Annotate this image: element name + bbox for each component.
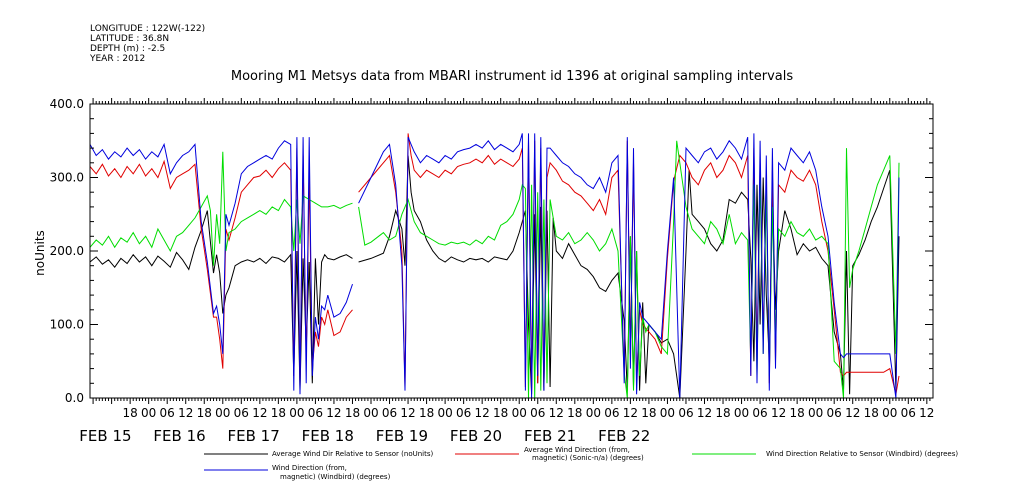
x-hour-label: 12 <box>697 406 712 420</box>
x-hour-label: 00 <box>141 406 156 420</box>
y-tick-label: 0.0 <box>65 391 84 405</box>
x-hour-label: 12 <box>178 406 193 420</box>
x-hour-label: 06 <box>827 406 842 420</box>
legend-label-3: Wind Direction Relative to Sensor (Windb… <box>766 450 958 458</box>
legend-label-2: Average Wind Direction (from, <box>524 446 630 454</box>
chart-title: Mooring M1 Metsys data from MBARI instru… <box>231 69 793 84</box>
x-hour-label: 00 <box>512 406 527 420</box>
x-ticks: 18 00 06 12 18 00 06 12 18 00 06 12 18 00 06 12 18 00 06 12… <box>79 98 934 445</box>
x-hour-label: 06 <box>160 406 175 420</box>
x-hour-label: 00 <box>215 406 230 420</box>
axes <box>89 103 934 399</box>
x-hour-label: 12 <box>919 406 934 420</box>
x-hour-label: 06 <box>308 406 323 420</box>
x-hour-label: 18 <box>493 406 508 420</box>
x-hour-label: 12 <box>252 406 267 420</box>
y-tick-label: 400.0 <box>50 97 84 111</box>
series-line-3 <box>89 140 900 399</box>
plot-lines <box>89 133 900 399</box>
legend-label-1: Average Wind Dir Relative to Sensor (noU… <box>272 450 433 458</box>
x-hour-label: 00 <box>660 406 675 420</box>
plot-frame <box>89 103 934 399</box>
legend: Average Wind Dir Relative to Sensor (noU… <box>204 446 958 481</box>
x-hour-label: 06 <box>752 406 767 420</box>
x-hour-label: 00 <box>586 406 601 420</box>
meta-depth: DEPTH (m) : -2.5 <box>90 44 165 54</box>
x-hour-label: 18 <box>197 406 212 420</box>
x-hour-label: 18 <box>345 406 360 420</box>
x-hour-label: 06 <box>382 406 397 420</box>
x-hour-label: 12 <box>623 406 638 420</box>
y-ticks: 0.0 100.0 200.0 300.0 400.0 <box>50 97 933 405</box>
x-hour-label: 18 <box>715 406 730 420</box>
x-hour-label: 12 <box>771 406 786 420</box>
x-day-label: FEB 20 <box>450 427 502 445</box>
meta-longitude: LONGITUDE : 122W(-122) <box>90 24 205 34</box>
x-hour-label: 18 <box>567 406 582 420</box>
meta-latitude: LATITUDE : 36.8N <box>90 34 169 44</box>
legend-label-4: Wind Direction (from, <box>272 464 347 472</box>
x-hour-label: 18 <box>123 406 138 420</box>
x-hour-label: 00 <box>882 406 897 420</box>
x-hour-label: 00 <box>437 406 452 420</box>
x-hour-label: 18 <box>864 406 879 420</box>
x-hour-label: 12 <box>475 406 490 420</box>
legend-label-4: magnetic) (Windbird) (degrees) <box>280 473 391 481</box>
y-tick-label: 300.0 <box>50 171 84 185</box>
y-tick-label: 100.0 <box>50 318 84 332</box>
x-hour-label: 18 <box>789 406 804 420</box>
legend-label-2: magnetic) (Sonic-n/a) (degrees) <box>532 454 644 462</box>
x-hour-label: 18 <box>419 406 434 420</box>
y-tick-label: 200.0 <box>50 244 84 258</box>
x-hour-label: 06 <box>456 406 471 420</box>
x-hour-label: 12 <box>549 406 564 420</box>
x-hour-label: 18 <box>641 406 656 420</box>
x-hour-label: 06 <box>901 406 916 420</box>
x-day-label: FEB 17 <box>228 427 280 445</box>
x-hour-label: 00 <box>808 406 823 420</box>
x-hour-label: 12 <box>326 406 341 420</box>
x-hour-label: 06 <box>678 406 693 420</box>
x-day-label: FEB 22 <box>598 427 650 445</box>
x-hour-label: 00 <box>363 406 378 420</box>
x-day-label: FEB 21 <box>524 427 576 445</box>
x-hour-label: 06 <box>234 406 249 420</box>
x-day-label: FEB 15 <box>79 427 131 445</box>
x-day-label: FEB 18 <box>302 427 354 445</box>
x-hour-label: 06 <box>530 406 545 420</box>
x-hour-label: 12 <box>400 406 415 420</box>
x-hour-label: 00 <box>289 406 304 420</box>
y-axis-label: noUnits <box>33 230 47 276</box>
x-hour-label: 12 <box>845 406 860 420</box>
x-day-label: FEB 19 <box>376 427 428 445</box>
x-day-label: FEB 16 <box>153 427 205 445</box>
meta-year: YEAR : 2012 <box>89 54 145 64</box>
series-line-4 <box>89 133 900 399</box>
x-hour-label: 00 <box>734 406 749 420</box>
x-hour-label: 18 <box>271 406 286 420</box>
x-hour-label: 06 <box>604 406 619 420</box>
